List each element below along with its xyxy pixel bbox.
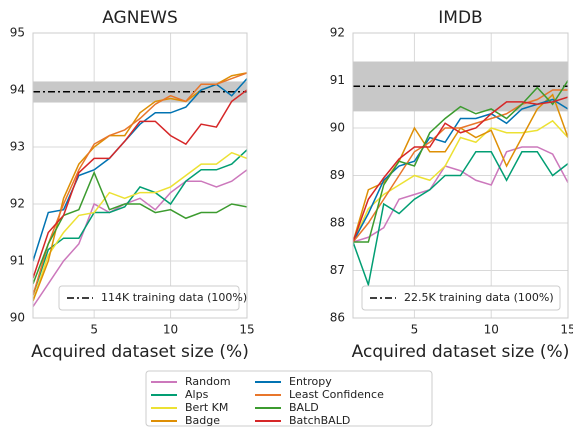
series-line (33, 78, 247, 262)
series-line (33, 72, 247, 296)
plot-frame (32, 32, 248, 319)
chart-title: AGNEWS (102, 8, 178, 28)
series-line (33, 169, 247, 308)
legend-label: BatchBALD (289, 414, 350, 427)
x-tick-label: 15 (560, 323, 573, 337)
legend-label: 114K training data (100%) (101, 291, 247, 304)
series-line (353, 98, 568, 243)
y-tick-label: 91 (330, 73, 345, 87)
y-tick-label: 93 (10, 140, 25, 154)
x-tick-label: 5 (411, 323, 419, 337)
x-axis-label: Acquired dataset size (%) (31, 342, 249, 362)
y-tick-label: 91 (10, 254, 25, 268)
y-tick-label: 94 (10, 83, 25, 97)
x-axis-label: Acquired dataset size (%) (352, 342, 570, 362)
legend-label: Alps (185, 388, 209, 401)
legend-box (361, 285, 561, 311)
y-tick-label: 90 (330, 121, 345, 135)
legend-label: Entropy (289, 375, 332, 388)
y-tick-label: 87 (330, 263, 345, 277)
series-line (33, 149, 247, 296)
legend-label: Least Confidence (289, 388, 384, 401)
y-tick-label: 92 (10, 197, 25, 211)
legend-label: BALD (289, 401, 319, 414)
chart-title: IMDB (438, 8, 482, 28)
series-line (33, 170, 247, 285)
series-line (353, 93, 568, 243)
legend-label: Badge (185, 414, 220, 427)
series-line (353, 89, 568, 243)
x-tick-label: 5 (90, 323, 98, 337)
series-line (353, 96, 568, 243)
y-tick-label: 86 (330, 311, 345, 325)
series-line (353, 151, 568, 288)
legend-box (145, 370, 433, 427)
legend-label: Bert KM (185, 401, 228, 414)
legend-label: 22.5K training data (100%) (404, 291, 554, 304)
series-line (353, 146, 568, 243)
y-tick-label: 89 (330, 168, 345, 182)
legend-box (58, 285, 240, 311)
x-tick-label: 10 (163, 323, 178, 337)
x-tick-label: 10 (484, 323, 499, 337)
series-line (33, 151, 247, 302)
series-line (353, 80, 568, 243)
y-tick-label: 92 (330, 26, 345, 40)
legend-label: Random (185, 375, 231, 388)
y-tick-label: 90 (10, 311, 25, 325)
x-tick-label: 15 (239, 323, 254, 337)
plot-area (33, 33, 247, 318)
plot-area (353, 33, 568, 318)
series-line (33, 89, 247, 279)
plot-frame (352, 32, 569, 319)
y-tick-label: 95 (10, 26, 25, 40)
y-tick-label: 88 (330, 216, 345, 230)
